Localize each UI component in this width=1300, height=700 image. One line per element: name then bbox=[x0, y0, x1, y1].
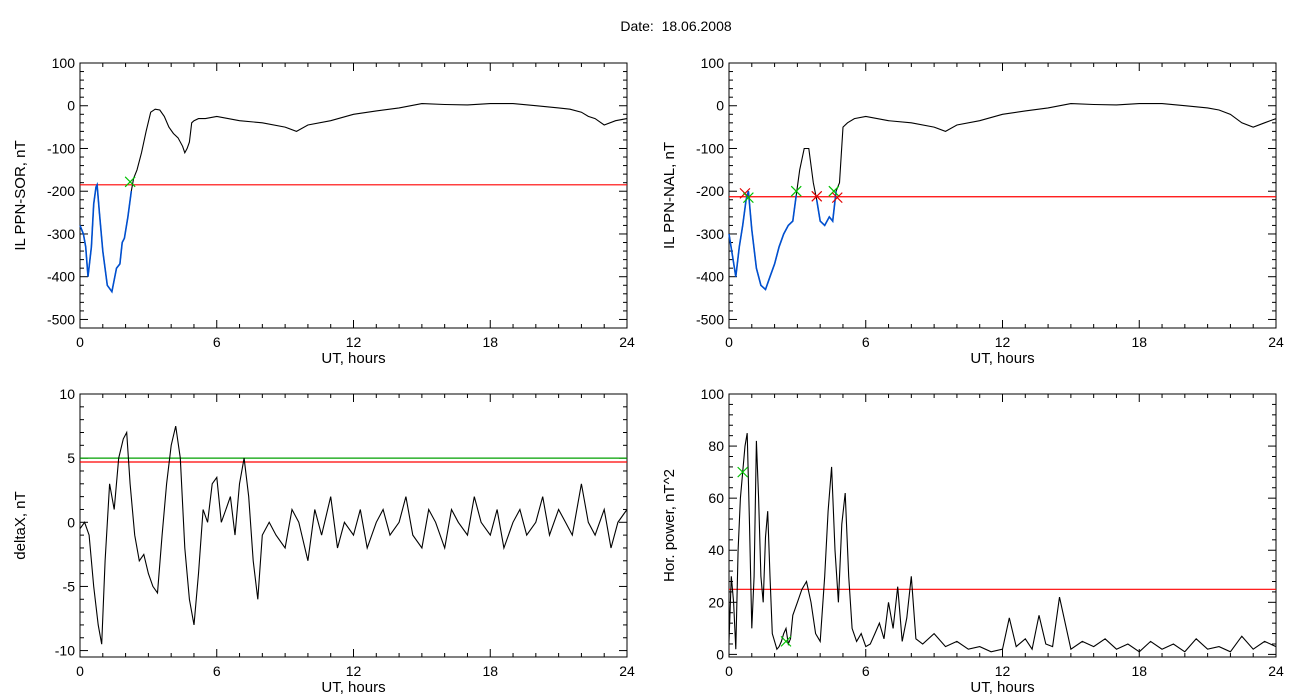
x-tick-label: 12 bbox=[995, 663, 1011, 679]
event-marker bbox=[831, 192, 843, 204]
x-tick-label: 24 bbox=[1268, 334, 1284, 350]
y-tick-label: 40 bbox=[708, 542, 724, 558]
x-tick-label: 6 bbox=[862, 334, 870, 350]
y-tick-label: -100 bbox=[47, 140, 75, 156]
x-tick-label: 0 bbox=[725, 663, 733, 679]
date-value: 18.06.2008 bbox=[661, 18, 732, 34]
y-axis-label: IL PPN-SOR, nT bbox=[12, 140, 29, 250]
chart-panel-1: 0 6 12 18 24 100 0 -100 -200 -300 -400 -500 UT, hour… bbox=[12, 55, 635, 367]
y-tick-label: 0 bbox=[67, 514, 75, 530]
y-axis-label: deltaX, nT bbox=[12, 491, 29, 559]
y-tick-label: -200 bbox=[47, 183, 75, 199]
y-axis-label: Hor. power, nT^2 bbox=[661, 469, 678, 582]
x-tick-label: 0 bbox=[76, 663, 84, 679]
plot-frame bbox=[79, 393, 628, 658]
x-tick-label: 18 bbox=[1131, 663, 1147, 679]
y-tick-label: 20 bbox=[708, 594, 724, 610]
event-marker bbox=[780, 635, 792, 647]
highlight-series-line bbox=[815, 191, 837, 227]
event-marker bbox=[742, 192, 754, 204]
y-tick-label: 0 bbox=[716, 646, 724, 662]
event-marker bbox=[811, 190, 823, 202]
y-tick-label: -200 bbox=[696, 183, 724, 199]
y-tick-label: 100 bbox=[701, 386, 725, 402]
data-series-line bbox=[79, 425, 628, 645]
y-tick-label: 100 bbox=[701, 55, 725, 71]
data-series-line bbox=[79, 103, 628, 294]
y-tick-label: 80 bbox=[708, 438, 724, 454]
y-tick-label: -400 bbox=[47, 269, 75, 285]
data-series-line bbox=[728, 433, 1277, 653]
chart-panel-2: 0 6 12 18 24 100 0 -100 -200 -300 -400 -500 UT, hour… bbox=[661, 55, 1284, 367]
x-axis-label: UT, hours bbox=[321, 350, 385, 367]
y-tick-label: -500 bbox=[696, 311, 724, 327]
chart-panel-4: 0 6 12 18 24 100 80 60 40 20 0 UT, hours Hor. power,… bbox=[661, 386, 1284, 696]
y-tick-label: 100 bbox=[52, 55, 76, 71]
highlight-series-line bbox=[728, 190, 797, 291]
y-tick-label: -400 bbox=[696, 269, 724, 285]
x-tick-label: 0 bbox=[725, 334, 733, 350]
y-tick-label: 0 bbox=[67, 98, 75, 114]
highlight-series-line bbox=[79, 181, 133, 294]
y-tick-label: -100 bbox=[696, 140, 724, 156]
event-marker bbox=[828, 185, 840, 197]
x-tick-label: 12 bbox=[346, 334, 362, 350]
y-tick-label: -300 bbox=[696, 226, 724, 242]
x-tick-label: 24 bbox=[619, 334, 635, 350]
date-label: Date: bbox=[620, 18, 654, 34]
y-tick-label: 0 bbox=[716, 98, 724, 114]
x-axis-label: UT, hours bbox=[321, 679, 385, 696]
x-tick-label: 18 bbox=[1131, 334, 1147, 350]
x-tick-label: 24 bbox=[1268, 663, 1284, 679]
x-axis-label: UT, hours bbox=[970, 679, 1034, 696]
y-axis-label: IL PPN-NAL, nT bbox=[661, 142, 678, 249]
page-title: Date: 18.06.2008 bbox=[0, 18, 1300, 34]
x-tick-label: 12 bbox=[995, 334, 1011, 350]
x-axis-label: UT, hours bbox=[970, 350, 1034, 367]
x-tick-label: 18 bbox=[482, 663, 498, 679]
y-tick-label: -10 bbox=[55, 643, 75, 659]
y-tick-label: -5 bbox=[63, 578, 76, 594]
y-tick-label: -300 bbox=[47, 226, 75, 242]
event-marker bbox=[739, 187, 751, 199]
plot-frame bbox=[728, 393, 1277, 658]
x-tick-label: 6 bbox=[862, 663, 870, 679]
x-tick-label: 6 bbox=[213, 334, 221, 350]
x-tick-label: 18 bbox=[482, 334, 498, 350]
x-tick-label: 0 bbox=[76, 334, 84, 350]
event-marker bbox=[790, 185, 802, 197]
x-tick-label: 24 bbox=[619, 663, 635, 679]
plot-frame bbox=[79, 62, 628, 329]
event-marker bbox=[124, 176, 136, 188]
plot-frame bbox=[728, 62, 1277, 329]
chart-panel-3: 0 6 12 18 24 10 5 0 -5 -10 UT, hours deltaX, nT bbox=[12, 386, 635, 696]
event-marker bbox=[737, 466, 749, 478]
y-tick-label: -500 bbox=[47, 311, 75, 327]
x-tick-label: 12 bbox=[346, 663, 362, 679]
y-tick-label: 5 bbox=[67, 450, 75, 466]
y-tick-label: 60 bbox=[708, 490, 724, 506]
y-tick-label: 10 bbox=[59, 386, 75, 402]
x-tick-label: 6 bbox=[213, 663, 221, 679]
